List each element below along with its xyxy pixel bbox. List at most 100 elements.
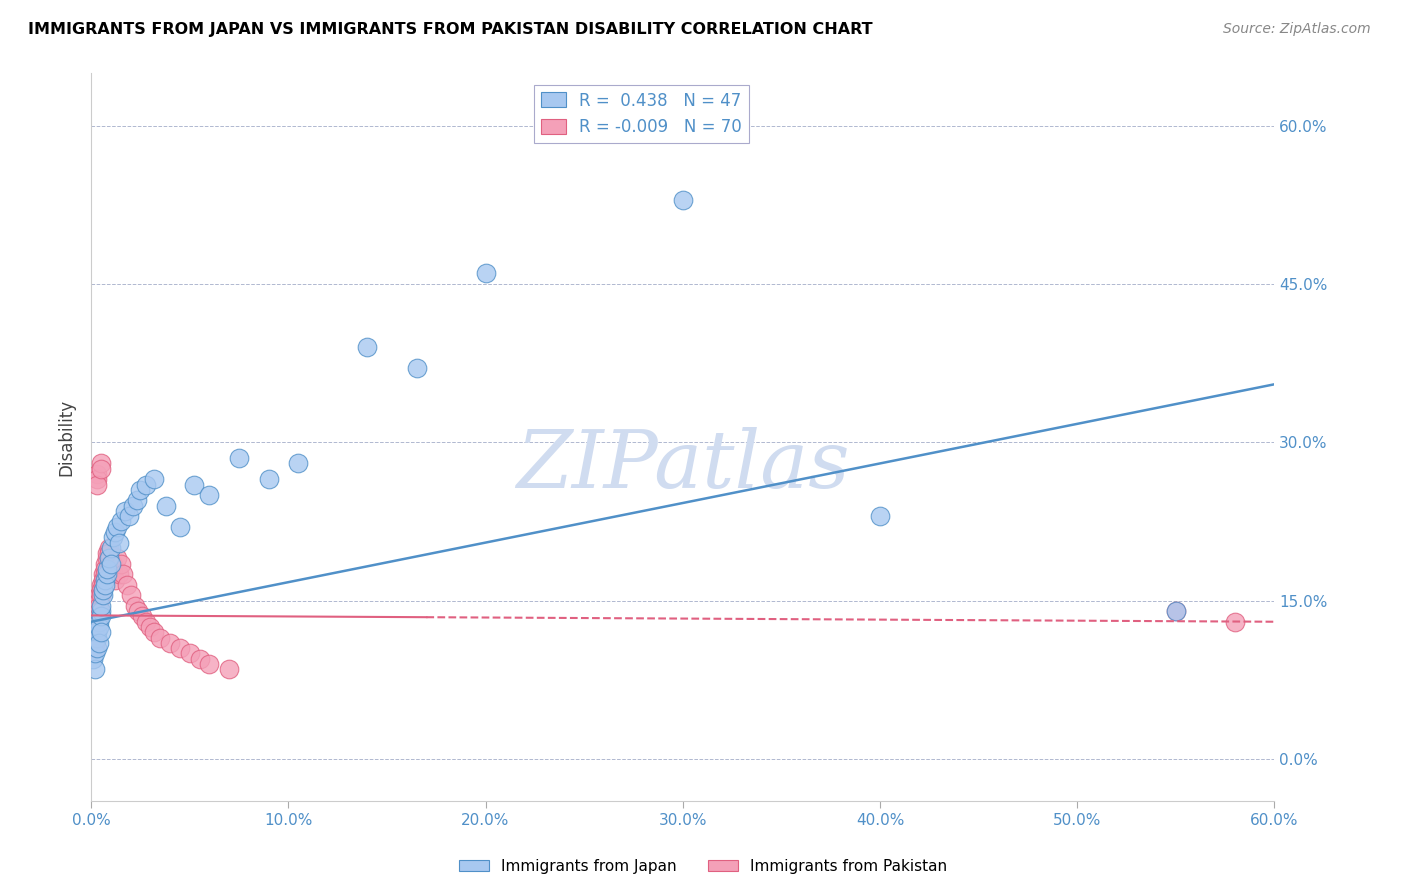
Point [143, 625, 166, 640]
Point [183, 477, 205, 491]
Point [100, 562, 122, 576]
Point [159, 636, 181, 650]
Point [87, 593, 110, 607]
Point [115, 578, 138, 592]
Point [97, 541, 120, 555]
Point [91, 567, 114, 582]
Text: ZIPatlas: ZIPatlas [516, 427, 849, 505]
Point [97, 546, 120, 560]
Point [96, 567, 118, 582]
Point [87, 620, 110, 634]
Point [86, 609, 108, 624]
Point [135, 477, 157, 491]
Point [90, 599, 112, 613]
Point [82, 609, 104, 624]
Point [96, 562, 118, 576]
Point [87, 615, 110, 629]
Point [110, 515, 132, 529]
Point [86, 467, 108, 481]
Point [139, 620, 162, 634]
Point [474, 267, 496, 281]
Point [86, 631, 108, 645]
Point [91, 588, 114, 602]
Point [94, 573, 117, 587]
Point [1164, 604, 1187, 618]
Point [86, 625, 108, 640]
Point [82, 651, 104, 665]
Point [84, 609, 107, 624]
Point [86, 472, 108, 486]
Point [87, 609, 110, 624]
Point [86, 477, 108, 491]
Point [1164, 604, 1187, 618]
Point [100, 567, 122, 582]
Point [127, 604, 149, 618]
Point [101, 562, 124, 576]
Point [82, 631, 104, 645]
Point [90, 461, 112, 475]
Point [87, 636, 110, 650]
Point [104, 524, 127, 539]
Point [129, 483, 152, 497]
Point [117, 509, 139, 524]
Point [97, 551, 120, 566]
Point [111, 567, 134, 582]
Point [90, 588, 112, 602]
Point [94, 562, 117, 576]
Point [107, 567, 129, 582]
Point [91, 578, 114, 592]
Point [84, 647, 107, 661]
Point [84, 604, 107, 618]
Point [110, 557, 132, 571]
Text: IMMIGRANTS FROM JAPAN VS IMMIGRANTS FROM PAKISTAN DISABILITY CORRELATION CHART: IMMIGRANTS FROM JAPAN VS IMMIGRANTS FROM… [28, 22, 873, 37]
Point [90, 609, 112, 624]
Point [84, 636, 107, 650]
Point [105, 551, 128, 566]
Point [84, 615, 107, 629]
Point [90, 457, 112, 471]
Point [86, 615, 108, 629]
Point [405, 361, 427, 376]
Point [100, 557, 122, 571]
Y-axis label: Disability: Disability [58, 399, 75, 475]
Point [169, 520, 191, 534]
Point [86, 604, 108, 618]
Point [188, 651, 211, 665]
Point [125, 493, 148, 508]
Point [105, 520, 128, 534]
Legend: R =  0.438   N = 47, R = -0.009   N = 70: R = 0.438 N = 47, R = -0.009 N = 70 [534, 85, 748, 143]
Point [90, 578, 112, 592]
Point [149, 631, 172, 645]
Point [82, 625, 104, 640]
Point [121, 499, 143, 513]
Point [82, 615, 104, 629]
Point [96, 546, 118, 560]
Point [90, 604, 112, 618]
Point [100, 541, 122, 555]
Point [84, 625, 107, 640]
Point [80, 631, 103, 645]
Point [120, 588, 142, 602]
Point [80, 620, 103, 634]
Point [82, 620, 104, 634]
Point [107, 535, 129, 549]
Point [87, 588, 110, 602]
Point [218, 662, 240, 676]
Point [91, 583, 114, 598]
Point [94, 578, 117, 592]
Point [155, 499, 177, 513]
Point [135, 615, 157, 629]
Point [101, 557, 124, 571]
Point [1223, 615, 1246, 629]
Point [94, 567, 117, 582]
Point [80, 641, 103, 656]
Point [104, 573, 127, 587]
Text: Source: ZipAtlas.com: Source: ZipAtlas.com [1223, 22, 1371, 37]
Point [84, 662, 107, 676]
Point [257, 472, 280, 486]
Point [82, 636, 104, 650]
Point [90, 625, 112, 640]
Point [87, 599, 110, 613]
Point [672, 193, 695, 207]
Point [287, 457, 309, 471]
